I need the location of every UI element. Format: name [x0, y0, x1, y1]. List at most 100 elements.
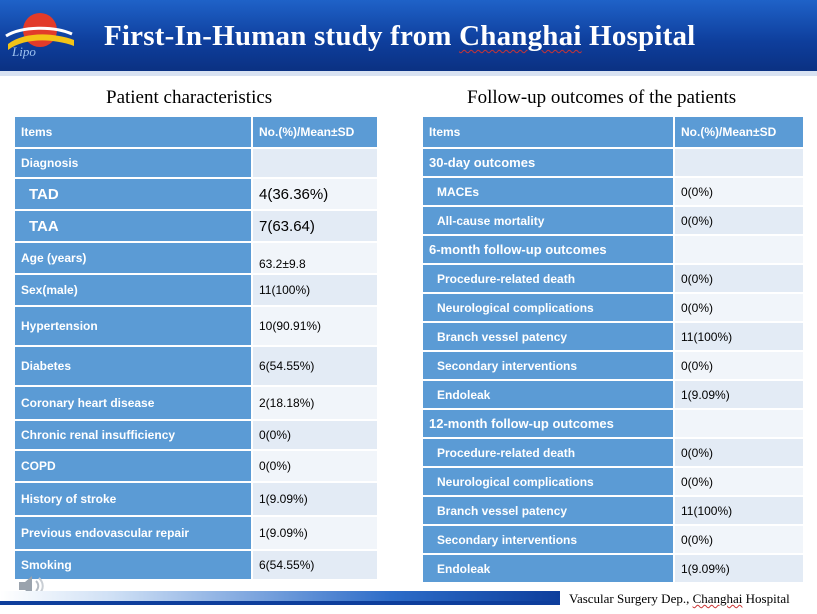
svg-text:Lipo: Lipo	[11, 44, 36, 59]
row-label: History of stroke	[15, 483, 253, 515]
row-value: 0(0%)	[675, 265, 803, 292]
row-value: 7(63.64)	[253, 211, 377, 241]
row-value: 63.2±9.8	[253, 243, 377, 273]
row-value: 0(0%)	[675, 468, 803, 495]
section-label: 6-month follow-up outcomes	[423, 236, 675, 263]
row-label: Procedure-related death	[423, 265, 675, 292]
footer-text: Vascular Surgery Dep., Changhai Hospital	[569, 591, 790, 606]
row-label: Neurological complications	[423, 468, 675, 495]
title-banner: Lipo First-In-Human study from Changhai …	[0, 0, 817, 76]
row-value: 0(0%)	[675, 526, 803, 553]
table-row: All-cause mortality 0(0%)	[423, 207, 803, 234]
follow-up-outcomes-table: Items No.(%)/Mean±SD 30-day outcomes MAC…	[423, 115, 803, 584]
row-label: Branch vessel patency	[423, 497, 675, 524]
row-label: Chronic renal insufficiency	[15, 421, 253, 449]
section-label: 12-month follow-up outcomes	[423, 410, 675, 437]
row-value	[675, 410, 803, 437]
row-value	[675, 236, 803, 263]
table-row: Diagnosis	[15, 149, 377, 177]
row-label: Age (years)	[15, 243, 253, 273]
row-label: Secondary interventions	[423, 526, 675, 553]
table-row: Branch vessel patency 11(100%)	[423, 497, 803, 524]
table-row: Neurological complications 0(0%)	[423, 468, 803, 495]
table-row: Chronic renal insufficiency 0(0%)	[15, 421, 377, 449]
table-row: Coronary heart disease 2(18.18%)	[15, 387, 377, 419]
table-row: 12-month follow-up outcomes	[423, 410, 803, 437]
row-value: 0(0%)	[675, 207, 803, 234]
row-label: All-cause mortality	[423, 207, 675, 234]
left-table-heading: Patient characteristics	[106, 87, 273, 108]
hospital-logo-icon: Lipo	[5, 13, 74, 59]
table-row: Previous endovascular repair 1(9.09%)	[15, 517, 377, 549]
row-value: 11(100%)	[675, 497, 803, 524]
row-value: 1(9.09%)	[253, 483, 377, 515]
row-value: 11(100%)	[253, 275, 377, 305]
row-value	[253, 149, 377, 177]
row-value: 6(54.55%)	[253, 551, 377, 579]
table-row: Secondary interventions 0(0%)	[423, 526, 803, 553]
patient-characteristics-table: Items No.(%)/Mean±SD Diagnosis TAD 4(36.…	[15, 115, 377, 581]
table-row: COPD 0(0%)	[15, 451, 377, 481]
row-label: Diagnosis	[15, 149, 253, 177]
row-value: 0(0%)	[675, 439, 803, 466]
footer-bar	[0, 591, 560, 605]
row-label: Neurological complications	[423, 294, 675, 321]
column-header-value: No.(%)/Mean±SD	[675, 117, 803, 147]
row-label: Coronary heart disease	[15, 387, 253, 419]
row-value: 0(0%)	[675, 294, 803, 321]
table-row: Neurological complications 0(0%)	[423, 294, 803, 321]
row-value: 4(36.36%)	[253, 179, 377, 209]
row-value: 1(9.09%)	[675, 381, 803, 408]
table-row: Endoleak 1(9.09%)	[423, 381, 803, 408]
table-row: Endoleak 1(9.09%)	[423, 555, 803, 582]
row-value: 6(54.55%)	[253, 347, 377, 385]
row-label: TAA	[15, 211, 253, 241]
row-label: MACEs	[423, 178, 675, 205]
row-value: 1(9.09%)	[675, 555, 803, 582]
table-header-row: Items No.(%)/Mean±SD	[423, 117, 803, 147]
row-label: Diabetes	[15, 347, 253, 385]
row-label: Procedure-related death	[423, 439, 675, 466]
table-row: Sex(male) 11(100%)	[15, 275, 377, 305]
column-header-items: Items	[423, 117, 675, 147]
row-value: 0(0%)	[675, 178, 803, 205]
table-row: Hypertension 10(90.91%)	[15, 307, 377, 345]
row-label: Secondary interventions	[423, 352, 675, 379]
table-row: Procedure-related death 0(0%)	[423, 439, 803, 466]
column-header-value: No.(%)/Mean±SD	[253, 117, 377, 147]
table-row: MACEs 0(0%)	[423, 178, 803, 205]
right-table-heading: Follow-up outcomes of the patients	[467, 87, 737, 108]
table-row: Smoking 6(54.55%)	[15, 551, 377, 579]
table-row: Secondary interventions 0(0%)	[423, 352, 803, 379]
row-label: Previous endovascular repair	[15, 517, 253, 549]
table-row: Branch vessel patency 11(100%)	[423, 323, 803, 350]
page-title: First-In-Human study from Changhai Hospi…	[104, 20, 696, 52]
table-row: 6-month follow-up outcomes	[423, 236, 803, 263]
row-value: 1(9.09%)	[253, 517, 377, 549]
row-label: Hypertension	[15, 307, 253, 345]
table-row: TAA 7(63.64)	[15, 211, 377, 241]
row-value: 0(0%)	[675, 352, 803, 379]
table-row: Diabetes 6(54.55%)	[15, 347, 377, 385]
row-label: Endoleak	[423, 555, 675, 582]
row-label: COPD	[15, 451, 253, 481]
table-row: Age (years) 63.2±9.8	[15, 243, 377, 273]
row-value: 0(0%)	[253, 421, 377, 449]
row-value	[675, 149, 803, 176]
row-label: TAD	[15, 179, 253, 209]
row-label: Smoking	[15, 551, 253, 579]
table-row: Procedure-related death 0(0%)	[423, 265, 803, 292]
table-row: 30-day outcomes	[423, 149, 803, 176]
table-row: History of stroke 1(9.09%)	[15, 483, 377, 515]
column-header-items: Items	[15, 117, 253, 147]
table-header-row: Items No.(%)/Mean±SD	[15, 117, 377, 147]
row-value: 10(90.91%)	[253, 307, 377, 345]
row-value: 2(18.18%)	[253, 387, 377, 419]
row-value: 11(100%)	[675, 323, 803, 350]
section-label: 30-day outcomes	[423, 149, 675, 176]
row-label: Sex(male)	[15, 275, 253, 305]
row-label: Branch vessel patency	[423, 323, 675, 350]
row-label: Endoleak	[423, 381, 675, 408]
row-value: 0(0%)	[253, 451, 377, 481]
table-row: TAD 4(36.36%)	[15, 179, 377, 209]
